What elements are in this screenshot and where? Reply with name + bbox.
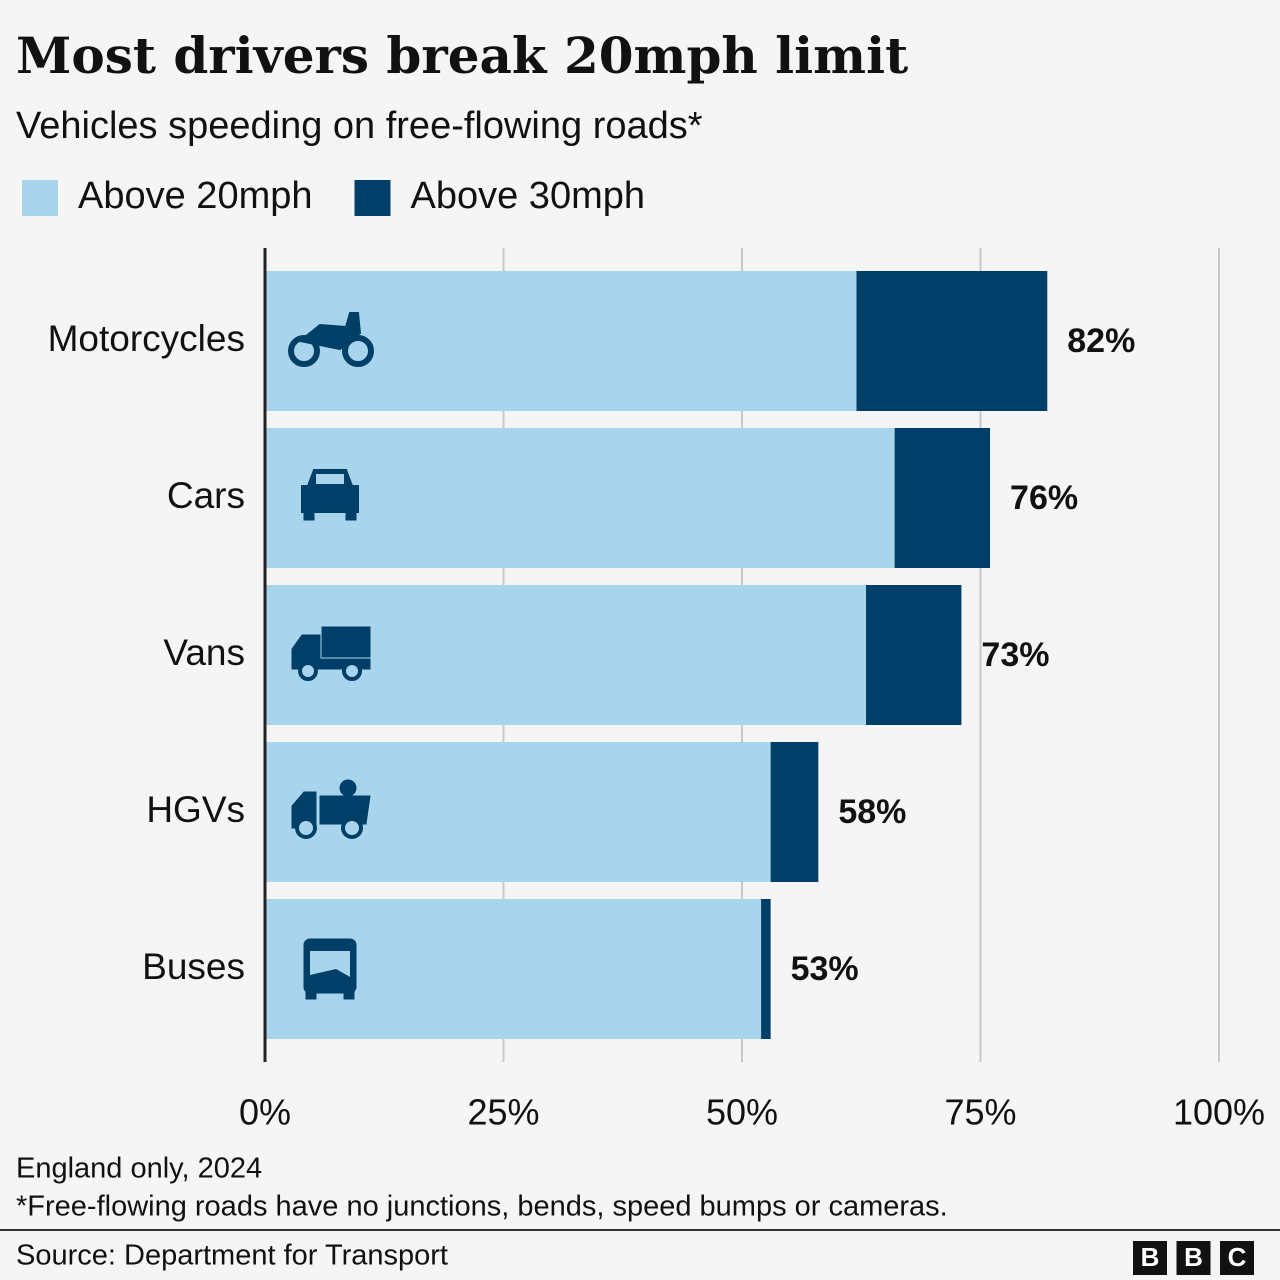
icon-part <box>339 779 357 797</box>
icon-part <box>321 626 371 658</box>
y-tick-label: Cars <box>167 475 245 516</box>
logo-block <box>1220 1241 1254 1275</box>
icon-part <box>342 661 362 681</box>
x-tick-label: 50% <box>706 1092 778 1133</box>
vehicle-icon <box>303 938 357 1000</box>
icon-part <box>310 951 350 977</box>
legend-label: Above 30mph <box>411 175 646 217</box>
chart-subtitle: Vehicles speeding on free-flowing roads* <box>16 105 703 147</box>
logo-letter: C <box>1228 1242 1247 1272</box>
y-tick-label: Motorcycles <box>48 318 245 359</box>
vehicle-icon <box>291 626 371 681</box>
total-label: 58% <box>838 793 906 831</box>
vehicle-icon <box>301 469 359 521</box>
logo-letter: B <box>1141 1242 1160 1272</box>
icon-part <box>341 817 363 839</box>
bar-segment <box>856 271 1048 411</box>
y-tick-label: Buses <box>142 946 245 987</box>
bar-segment <box>770 742 819 882</box>
x-tick-label: 100% <box>1173 1092 1265 1133</box>
y-tick-label: HGVs <box>146 789 245 830</box>
vehicle-icon <box>288 312 374 367</box>
note: England only, 2024 <box>16 1153 262 1185</box>
total-label: 53% <box>791 950 859 988</box>
bar-segment <box>265 428 895 568</box>
footnote: *Free-flowing roads have no junctions, b… <box>16 1191 948 1223</box>
chart-title: Most drivers break 20mph limit <box>16 26 908 85</box>
total-label: 82% <box>1067 322 1135 360</box>
icon-part <box>345 511 357 521</box>
logo-block <box>1133 1241 1167 1275</box>
bar-segment <box>894 428 991 568</box>
logo-letter: B <box>1184 1242 1203 1272</box>
total-label: 76% <box>1010 479 1078 517</box>
icon-part <box>295 817 317 839</box>
x-tick-label: 0% <box>239 1092 291 1133</box>
bar-segment <box>866 585 962 725</box>
icon-part <box>305 990 317 1000</box>
icon-part <box>291 658 371 670</box>
vehicle-icon <box>291 779 371 839</box>
icon-part <box>297 312 362 351</box>
icon-part <box>298 661 318 681</box>
x-tick-label: 75% <box>944 1092 1016 1133</box>
total-label: 73% <box>981 636 1049 674</box>
bar-segment <box>761 899 771 1039</box>
icon-part <box>342 335 374 367</box>
logo-block <box>1176 1241 1211 1275</box>
legend-label: Above 20mph <box>78 175 313 217</box>
icon-part <box>303 511 315 521</box>
legend-swatch <box>22 180 58 216</box>
icon-part <box>319 795 371 825</box>
source: Source: Department for Transport <box>16 1240 448 1272</box>
y-tick-label: Vans <box>163 632 245 673</box>
legend-swatch <box>354 180 391 216</box>
icon-part <box>316 474 344 484</box>
icon-part <box>343 990 355 1000</box>
x-tick-label: 25% <box>467 1092 539 1133</box>
